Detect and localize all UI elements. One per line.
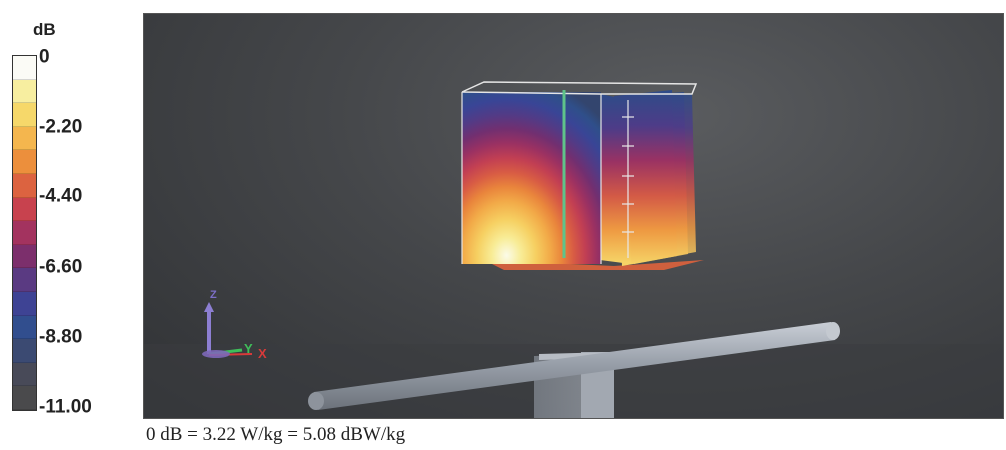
legend-color-segment bbox=[13, 150, 36, 174]
legend-tick-label: 0 bbox=[39, 46, 50, 68]
scene-render: Z Y X bbox=[144, 81, 1003, 418]
cube-side-face bbox=[600, 94, 631, 264]
legend-tick-label: -6.60 bbox=[39, 256, 83, 278]
x-axis-label: X bbox=[258, 346, 267, 361]
cube-top-edge bbox=[461, 81, 698, 95]
legend-tick-label: -11.00 bbox=[39, 396, 92, 418]
cube-bottom-glow bbox=[484, 260, 704, 270]
legend-color-segment bbox=[13, 315, 36, 340]
legend-color-segment bbox=[13, 197, 36, 222]
legend-color-segment bbox=[13, 173, 36, 198]
dipole-rod bbox=[308, 322, 840, 410]
cube-front-face bbox=[462, 92, 601, 264]
legend-tick-label: -8.80 bbox=[39, 326, 83, 348]
legend-color-segment bbox=[13, 291, 36, 316]
z-axis-label: Z bbox=[210, 289, 217, 301]
y-axis-label: Y bbox=[244, 341, 253, 356]
sar-cube bbox=[461, 81, 704, 270]
legend-color-segment bbox=[13, 221, 36, 245]
legend-color-segment bbox=[13, 386, 36, 410]
3d-viewport[interactable]: Z Y X bbox=[143, 13, 1004, 419]
measurement-ticks bbox=[622, 100, 634, 258]
legend-color-segment bbox=[13, 79, 36, 104]
legend-color-bar bbox=[12, 55, 37, 411]
legend-color-segment bbox=[13, 56, 36, 80]
legend-color-segment bbox=[13, 244, 36, 269]
axis-triad: Z Y X bbox=[202, 289, 267, 361]
legend-color-segment bbox=[13, 268, 36, 292]
legend-color-segment bbox=[13, 339, 36, 363]
legend-tick-label: -4.40 bbox=[39, 185, 83, 207]
sar-scale-caption: 0 dB = 3.22 W/kg = 5.08 dBW/kg bbox=[146, 424, 406, 445]
legend-unit-label: dB bbox=[33, 20, 56, 39]
legend-color-segment bbox=[13, 362, 36, 387]
legend-color-segment bbox=[13, 103, 36, 127]
legend-color-segment bbox=[13, 126, 36, 151]
legend-tick-label: -2.20 bbox=[39, 116, 83, 138]
